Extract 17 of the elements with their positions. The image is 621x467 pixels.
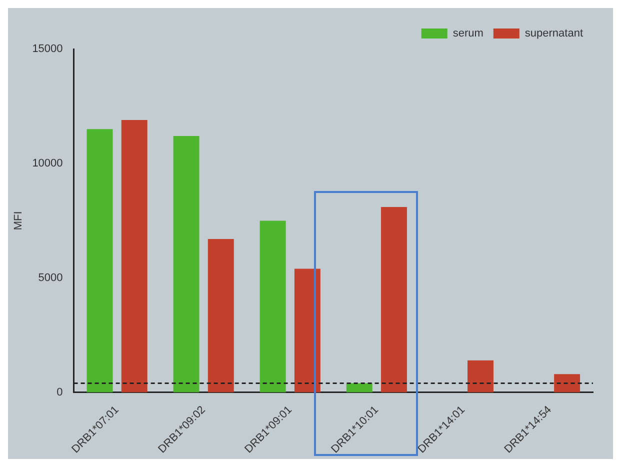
bar [346,383,372,392]
y-tick-label: 15000 [32,43,63,56]
y-axis-title: MFI [12,211,25,230]
bar [294,268,320,392]
y-tick-label: 5000 [38,272,63,284]
bar [173,136,200,392]
bar [86,129,113,392]
bar [554,374,580,392]
y-tick-label: 0 [56,386,63,398]
legend-label: serum [452,28,484,40]
bar [468,360,494,392]
bar [208,239,234,392]
bar [121,120,148,392]
bar [380,206,407,392]
y-tick-label: 10000 [32,158,63,170]
legend-label: supernatant [524,28,584,40]
bar [260,220,286,392]
